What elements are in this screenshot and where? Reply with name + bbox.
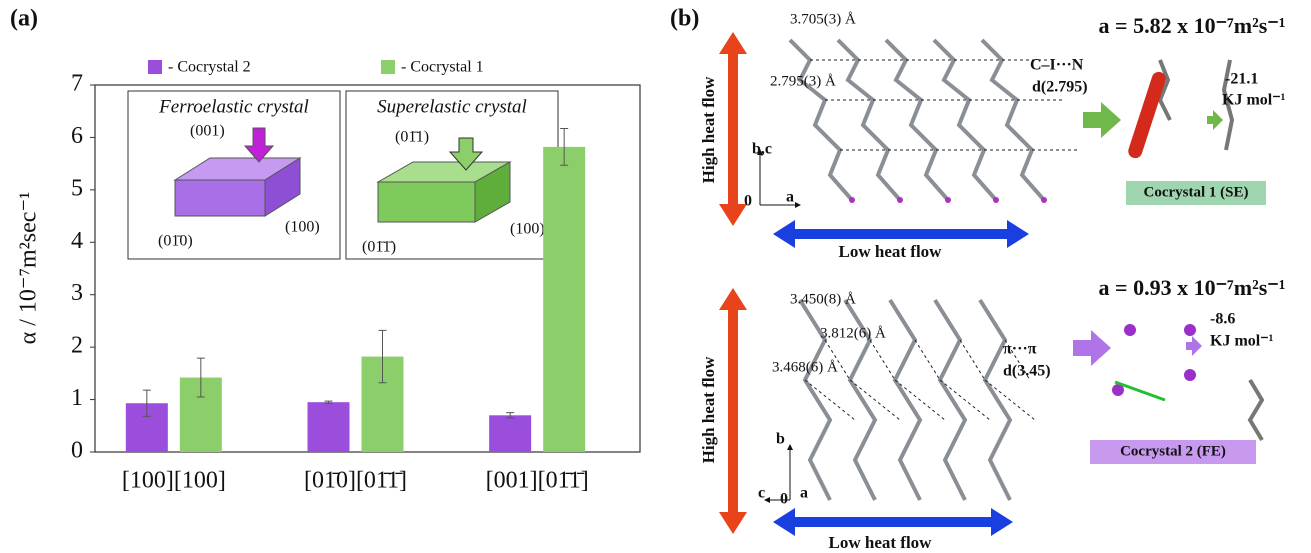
y-tick-label: 7 (71, 71, 83, 97)
interaction-label: d(2.795) (1032, 79, 1088, 96)
x-tick-label: [001][01̄1̄] (486, 468, 589, 494)
panel-label: (a) (10, 6, 38, 32)
y-tick-label: 1 (71, 385, 83, 411)
axis-label: a (800, 485, 808, 502)
molecule-chain (890, 300, 920, 500)
inset-title: Ferroelastic crystal (158, 96, 309, 117)
vertical-arrow (719, 288, 747, 534)
face-label: (01̄0) (158, 233, 193, 250)
iodine (1184, 324, 1196, 336)
molecule (1250, 380, 1262, 440)
contact-line (895, 380, 945, 420)
molecule-chain (980, 300, 1010, 500)
contact-line (960, 340, 985, 380)
face-label: (01̄1̄) (362, 239, 396, 256)
iodine (897, 197, 903, 203)
x-tick-label: [100][100] (122, 468, 226, 494)
bar (543, 147, 585, 452)
box-front (378, 182, 475, 222)
molecule-chain (934, 40, 996, 200)
energy: -8.6 (1210, 311, 1235, 328)
face-label: (100) (510, 221, 545, 238)
distance-label: 2.795(3) Å (770, 73, 836, 89)
bar (308, 402, 350, 452)
contact-line (850, 380, 900, 420)
structure-drawings (790, 40, 1262, 500)
inset-superelastic: Superelastic crystal (01̄1) (01̄1̄) (100… (346, 91, 558, 259)
molecule-chain (838, 40, 900, 200)
distance-label: 3.450(8) Å (790, 291, 856, 307)
process-arrow (1073, 330, 1111, 366)
distance-label: 3.705(3) Å (790, 11, 856, 27)
y-tick-label: 4 (71, 228, 83, 254)
energy: -21.1 (1225, 71, 1258, 88)
contact-line (915, 340, 940, 380)
caption: Cocrystal 2 (FE) (1120, 443, 1226, 459)
legend-label: - Cocrystal 2 (168, 59, 251, 76)
distance-label: 3.812(6) Å (820, 325, 886, 341)
molecule-chain (886, 40, 948, 200)
y-tick-label: 6 (71, 123, 83, 149)
box-front (175, 180, 265, 216)
diffusivity: a = 0.93 x 10⁻⁷m²s⁻¹ (1099, 275, 1286, 300)
bar (489, 415, 531, 452)
y-tick-label: 5 (71, 175, 83, 201)
y-tick-label: 0 (71, 438, 83, 464)
axis-label: b (776, 431, 785, 448)
iodine (945, 197, 951, 203)
y-tick-label: 2 (71, 333, 83, 359)
horizontal-arrow (773, 508, 1013, 536)
iodine (1124, 324, 1136, 336)
arrow-label: Low heat flow (839, 242, 943, 261)
distance-label: 3.468(6) Å (772, 359, 838, 375)
axis-label: c (758, 485, 765, 502)
y-tick-label: 3 (71, 280, 83, 306)
vertical-arrow (719, 32, 747, 226)
iodine (1041, 197, 1047, 203)
iodine (1184, 369, 1196, 381)
axis-label: a (786, 189, 794, 206)
face-label: (001) (190, 123, 225, 140)
contact-line (870, 340, 895, 380)
axis-label: 0 (780, 491, 788, 508)
iodine (849, 197, 855, 203)
panel-label: (b) (670, 6, 699, 32)
axis-label: b,c (752, 141, 772, 158)
x-tick-label: [01̄0][01̄1̄] (304, 468, 407, 494)
caption: Cocrystal 1 (SE) (1144, 184, 1249, 200)
legend-label: - Cocrystal 1 (401, 59, 484, 76)
arrow-label: High heat flow (699, 356, 718, 463)
energy-unit: KJ mol⁻¹ (1222, 92, 1286, 109)
small-arrow (1186, 336, 1202, 356)
figure: (a) α / 10⁻⁷m²sec⁻¹ Ferroelastic crystal… (0, 0, 1311, 553)
iodine (993, 197, 999, 203)
contact-line (985, 380, 1035, 420)
interaction-label: d(3.45) (1003, 363, 1051, 380)
inset-ferroelastic: Ferroelastic crystal (001) (01̄0) (100) (128, 91, 340, 259)
interaction-label: π···π (1003, 341, 1037, 358)
page: {"chart_data": {"type": "bar", "panel_la… (0, 0, 1311, 553)
inset-title: Superelastic crystal (377, 96, 527, 117)
face-label: (100) (285, 219, 320, 236)
molecule-bond (1126, 70, 1167, 160)
energy-unit: KJ mol⁻¹ (1210, 333, 1274, 350)
legend-swatch (381, 60, 395, 74)
contact-line (940, 380, 990, 420)
arrow-label: Low heat flow (829, 533, 933, 552)
interaction-label: C–I···N (1030, 57, 1084, 74)
molecule-chain (790, 40, 852, 200)
face-label: (01̄1) (395, 129, 429, 146)
axis-label: 0 (744, 193, 752, 210)
legend-swatch (148, 60, 162, 74)
molecule-chain (935, 300, 965, 500)
small-arrow (1207, 110, 1223, 130)
process-arrow (1083, 102, 1121, 138)
arrow-label: High heat flow (699, 76, 718, 183)
y-axis-label: α / 10⁻⁷m²sec⁻¹ (16, 192, 42, 345)
diffusivity: a = 5.82 x 10⁻⁷m²s⁻¹ (1099, 13, 1286, 38)
contact-line (805, 380, 855, 420)
